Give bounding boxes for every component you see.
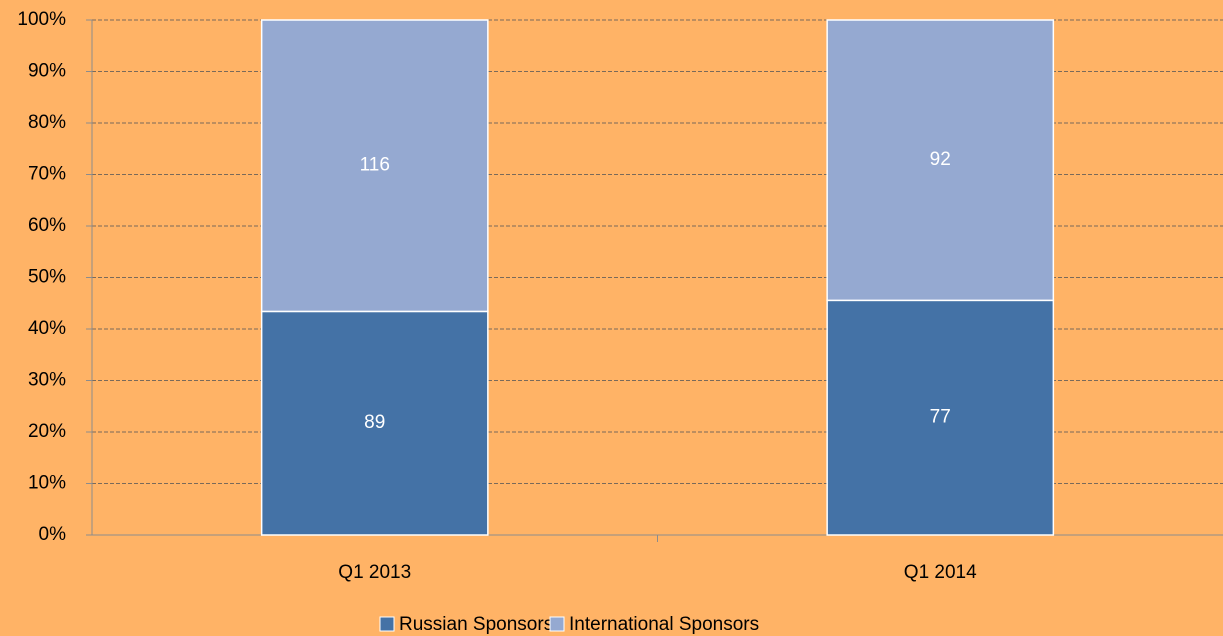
y-tick-label: 40% bbox=[28, 318, 66, 339]
y-tick-label: 20% bbox=[28, 421, 66, 442]
y-tick-label: 80% bbox=[28, 112, 66, 133]
y-tick-label: 70% bbox=[28, 164, 66, 185]
data-label: 92 bbox=[930, 149, 951, 170]
y-tick-label: 10% bbox=[28, 473, 66, 494]
x-tick-label: Q1 2014 bbox=[904, 562, 977, 583]
data-label: 116 bbox=[360, 155, 390, 176]
y-tick-label: 50% bbox=[28, 267, 66, 288]
y-tick-label: 90% bbox=[28, 61, 66, 82]
bar-segment bbox=[260, 19, 489, 313]
data-label: 77 bbox=[930, 407, 951, 428]
data-label: 89 bbox=[364, 412, 385, 433]
legend-label: Russian Sponsors bbox=[399, 614, 553, 635]
bar-segment bbox=[826, 299, 1055, 536]
legend-label: International Sponsors bbox=[569, 614, 759, 635]
y-tick-label: 30% bbox=[28, 370, 66, 391]
y-tick-label: 0% bbox=[39, 524, 67, 545]
legend-swatch bbox=[549, 616, 565, 632]
bar-segment bbox=[260, 310, 489, 536]
x-tick-label: Q1 2013 bbox=[338, 562, 411, 583]
legend-swatch bbox=[379, 616, 395, 632]
y-tick-label: 60% bbox=[28, 215, 66, 236]
y-tick-label: 100% bbox=[17, 9, 66, 30]
bar-segment bbox=[826, 19, 1055, 302]
